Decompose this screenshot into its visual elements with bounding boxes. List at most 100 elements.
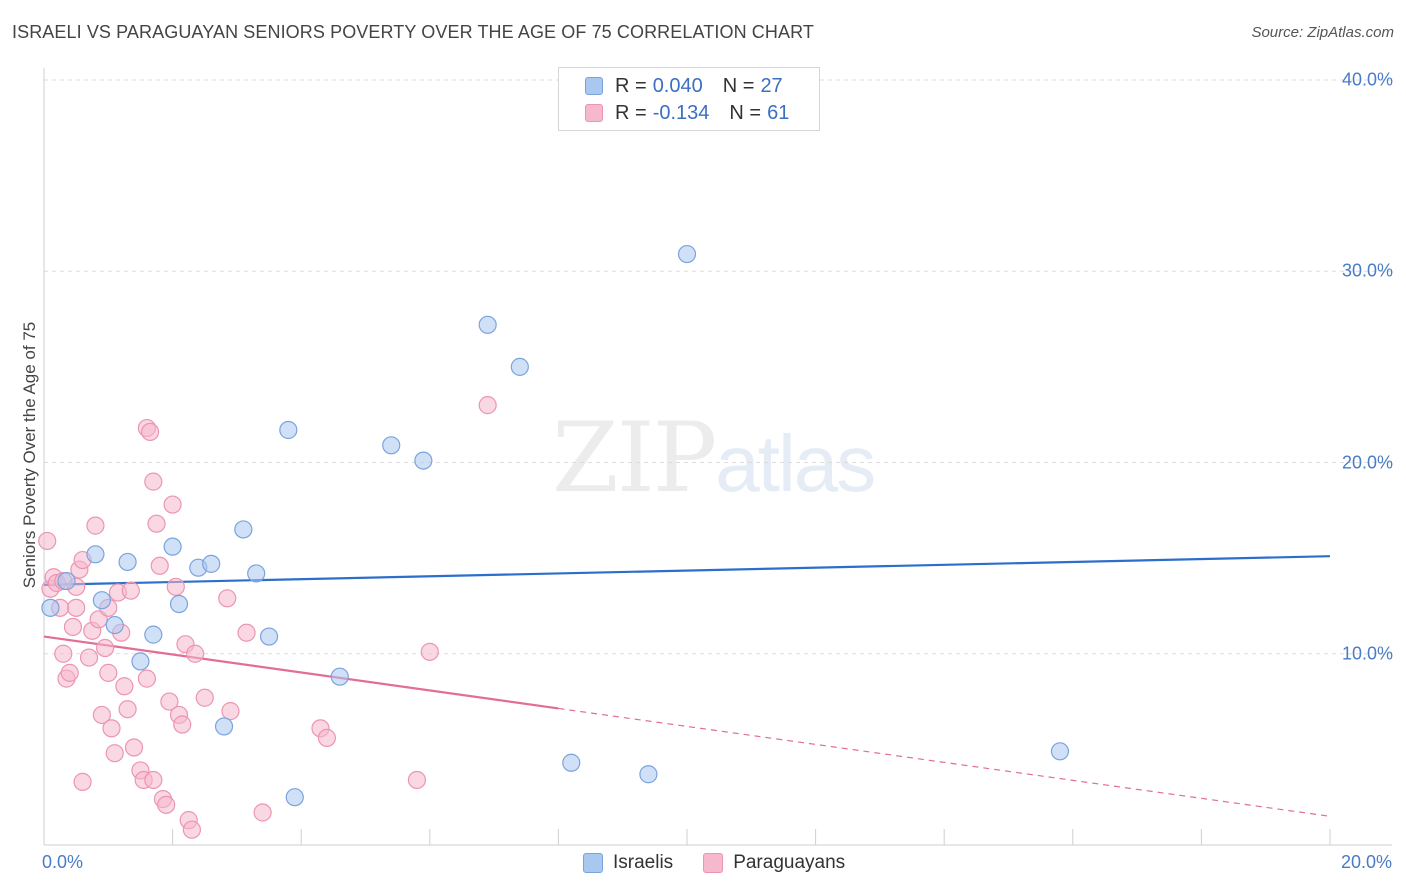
israelis-point [478,315,497,334]
paraguayans-point [237,623,256,642]
paraguayans-point [115,677,134,696]
legend-n-label: N = [722,74,755,97]
israelis-point [131,652,150,671]
series-swatch-israelis [583,853,603,873]
paraguayans-point [317,728,337,748]
watermark: ZIPatlas [552,402,876,514]
y-tick-label: 10.0% [1341,643,1393,664]
paraguayans-point [118,700,137,719]
israelis-point [86,545,105,564]
paraguayans-point [137,669,156,688]
trend-line-paraguayans [43,635,559,710]
israelis-point [510,357,529,376]
correlation-legend: R = 0.040 N = 27 R = -0.134 N = 61 [558,67,820,131]
paraguayans-point [86,516,105,535]
series-legend-israelis: Israelis [583,852,673,874]
trend-lines [43,555,1331,817]
israelis-point [414,451,433,470]
paraguayans-point [150,556,169,575]
israelis-point [105,615,124,635]
israelis-point [279,420,298,440]
israelis-point [118,552,137,572]
legend-n-label: N = [729,101,762,124]
y-tick-label: 40.0% [1341,69,1393,90]
israelis-point [41,598,60,617]
israelis-point [214,717,234,736]
x-tick-label: 0.0% [42,852,84,872]
legend-r-value: -0.134 [652,101,710,124]
legend-n-value: 27 [760,74,783,97]
legend-row-paraguayans: R = -0.134 N = 61 [585,100,789,126]
series-name-israelis: Israelis [613,852,674,873]
paraguayans-point [79,648,99,667]
legend-n-value: 61 [767,101,790,124]
series-legend-paraguayans: Paraguayans [703,852,845,874]
series-legend: Israelis Paraguayans [583,852,875,874]
legend-swatch-israelis [585,77,603,95]
paraguayans-point [60,663,79,682]
paraguayans-point [420,642,439,661]
israelis-point [639,765,658,784]
legend-swatch-paraguayans [585,104,603,122]
paraguayans-point [102,719,121,738]
y-axis-label: Seniors Poverty Over the Age of 75 [20,321,39,589]
source-label: Source: ZipAtlas.com [1251,24,1394,41]
paraguayans-point [99,663,118,682]
israelis-point [234,520,253,539]
series-name-paraguayans: Paraguayans [733,852,846,873]
israelis-point [247,564,266,583]
paraguayans-point [195,688,214,707]
series-swatch-paraguayans [703,853,724,873]
paraguayans-point [95,638,115,658]
paraguayans-point [144,472,163,491]
israelis-point [144,625,163,644]
paraguayans-point [73,772,92,791]
israelis-point [330,667,349,686]
chart-title: ISRAELI VS PARAGUAYAN SENIORS POVERTY OV… [12,22,814,42]
gridlines [44,79,1392,655]
israelis-point [163,537,182,556]
paraguayans-point [166,577,185,596]
watermark-zip: ZIP [552,402,717,514]
israelis-point [259,627,279,646]
paraguayans-point [478,396,497,415]
israelis-point [562,753,581,772]
paraguayans-point [124,738,144,757]
y-tick-label: 30.0% [1341,260,1393,281]
paraguayans-point [38,531,57,551]
paraguayans-point [147,514,166,533]
israelis-point [677,244,697,264]
paraguayans-point [140,422,160,441]
israelis-point [169,594,189,614]
paraguayans-point [160,692,179,711]
israelis-point [57,571,76,591]
israelis-point [1050,742,1070,761]
paraguayans-point [218,589,237,608]
israelis-point [285,788,304,807]
watermark-atlas: atlas [715,419,876,508]
paraguayans-point [182,820,201,839]
legend-r-label: R = [615,101,647,124]
paraguayans-point [221,702,240,721]
paraguayans-point [253,803,272,822]
paraguayans-point [105,744,124,763]
paraguayans-point [121,581,140,600]
x-tick-label: 20.0% [1340,852,1392,872]
paraguayans-point [63,617,83,637]
y-tick-label: 20.0% [1341,452,1393,472]
paraguayans-point [157,795,176,814]
axes [43,68,1392,846]
legend-r-label: R = [615,74,647,97]
data-points [38,244,1070,839]
paraguayans-point [407,770,427,790]
israelis-point [92,591,111,610]
israelis-point [382,436,401,455]
trend-line-israelis [43,555,1331,586]
israelis-point [202,554,221,573]
paraguayans-point [92,705,111,725]
paraguayans-point [54,644,73,663]
paraguayans-point [67,598,86,617]
paraguayans-point [144,770,163,790]
trend-line-extension-paraguayans [558,707,1331,817]
